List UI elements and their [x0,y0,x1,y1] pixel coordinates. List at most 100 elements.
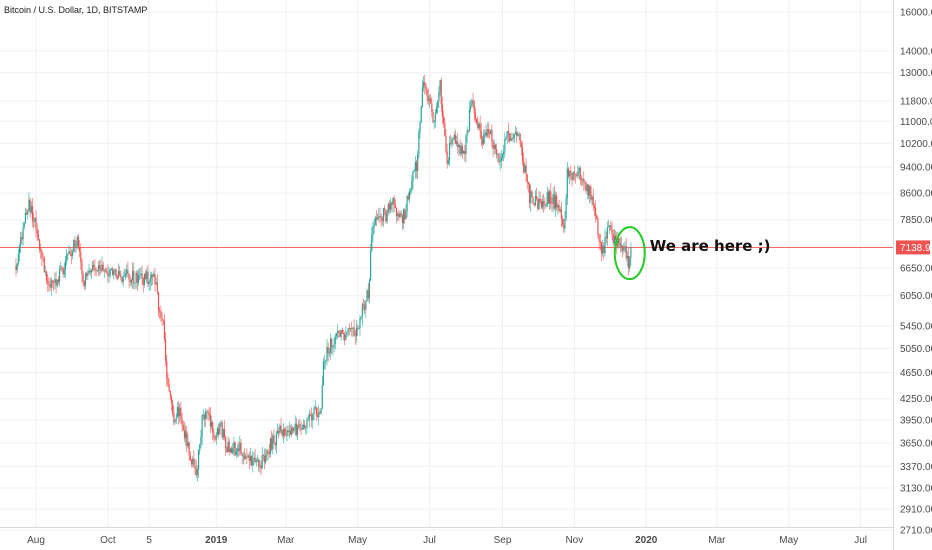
candle-body [221,422,223,438]
candle-body [538,199,540,210]
candle-body [62,267,64,275]
candle-body [385,210,387,222]
candle-body [554,195,557,209]
candle [603,242,605,260]
candle-body [104,269,107,272]
candle-body [73,239,75,252]
candle [508,132,511,143]
candle [414,156,416,179]
candle-body [626,256,628,259]
candle [438,86,440,109]
candle-body [605,237,607,239]
candle [81,258,83,283]
candle [155,277,157,286]
candle [498,153,500,166]
candle [175,413,177,425]
candle-body [276,430,279,434]
candle [345,326,347,341]
candle [17,248,19,267]
candle [547,188,550,204]
candle-body [478,123,480,128]
candle-body [355,328,358,337]
candle-body [207,411,209,413]
candle [232,443,234,455]
candle-body [351,328,353,329]
candle-body [597,219,599,235]
candle-body [357,328,359,330]
candle-body [136,272,138,283]
candle [41,248,43,266]
candle [455,135,458,147]
candle-body [56,279,58,286]
time-axis[interactable]: Aug Oct 5 2019 Mar May Jul Sep Nov 2020 Mar May Jul [0,527,893,547]
candle [556,192,558,211]
candle [218,423,220,439]
candle-body [296,425,299,435]
candle [554,191,557,218]
candle-body [142,278,144,285]
candle-body [201,415,203,437]
candle [182,420,184,431]
candle-body [475,118,478,123]
candle-body [517,134,519,136]
candle-body [293,427,295,432]
candle [319,408,321,415]
candle [296,424,299,441]
candle [480,123,482,146]
candle [625,237,627,262]
candle [66,249,68,266]
candle [430,94,432,104]
candle [540,198,542,209]
candle [561,215,564,227]
candle [596,214,598,220]
candle-body [527,182,530,185]
candle [113,268,115,280]
candle [26,208,28,215]
candle-body [494,144,497,150]
candle [216,426,219,437]
candle-body [327,347,329,354]
candle [425,83,427,95]
candle [121,276,123,284]
candle-body [570,170,572,174]
candle-body [197,450,200,470]
candle-body [202,415,204,416]
price-axis[interactable]: 16000.00 14000.00 13000.00 11800.00 11000.00… [893,0,932,550]
candle-body [360,316,362,319]
candle [69,247,71,257]
candle-body [586,184,588,192]
candle [111,266,114,276]
candle-body [71,251,74,257]
candle-body [193,458,195,466]
candle-body [51,280,54,282]
candle [42,252,44,262]
candle [361,302,363,326]
candle [604,228,606,257]
candle-body [399,213,401,218]
candle [468,101,471,133]
candle [340,329,342,341]
candle-body [408,191,411,200]
candle-body [144,273,147,279]
candle [487,122,489,138]
candle [598,233,600,250]
candle-body [319,412,321,414]
candle-body [180,407,182,420]
candle [346,331,348,337]
candle-body [400,213,402,216]
y-tick-label: 5050.00 [900,344,932,355]
candle [272,433,274,455]
candle-body [306,420,308,428]
candle [107,264,109,283]
candle-body [259,465,261,467]
candle-body [121,277,123,283]
candle-body [565,198,567,219]
candle [479,115,481,140]
candle [29,197,31,218]
candle [520,140,522,156]
candle [250,454,253,467]
candle [48,277,50,292]
candle-body [549,191,551,204]
candle [278,427,280,439]
